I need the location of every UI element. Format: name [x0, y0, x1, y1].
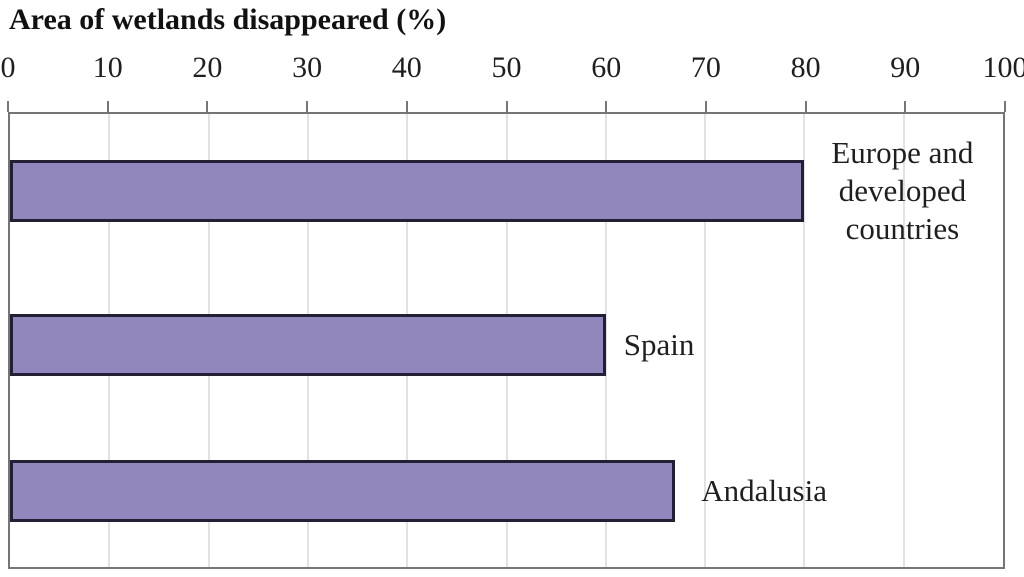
bar-label: Europe and developed countries: [816, 134, 988, 248]
gridline: [704, 114, 707, 567]
x-tick-label: 20: [192, 51, 223, 84]
x-tick-label: 30: [292, 51, 323, 84]
x-tick-mark: [306, 101, 309, 112]
bar-europe-and-developed-countries: [10, 160, 805, 222]
x-tick-mark: [704, 101, 707, 112]
x-tick-label: 90: [890, 51, 921, 84]
gridline: [803, 114, 806, 567]
bar-spain: [10, 314, 606, 376]
x-tick-mark: [1004, 101, 1006, 112]
bar-label-line: Spain: [623, 327, 695, 362]
x-tick-mark: [206, 101, 209, 112]
x-tick-label: 80: [790, 51, 821, 84]
x-tick-label: 10: [92, 51, 123, 84]
chart-title: Area of wetlands disappeared (%): [9, 3, 447, 36]
x-tick-label: 0: [0, 51, 16, 84]
x-tick-label: 100: [982, 51, 1024, 84]
x-tick-mark: [405, 101, 408, 112]
x-tick-label: 50: [491, 51, 522, 84]
x-tick-mark: [804, 101, 807, 112]
bar-label: Andalusia: [701, 472, 827, 510]
bar-label-line: Andalusia: [701, 473, 827, 508]
x-tick-mark: [106, 101, 109, 112]
x-tick-mark: [605, 101, 608, 112]
x-tick-label: 60: [591, 51, 622, 84]
x-tick-mark: [7, 101, 9, 112]
x-tick-label: 70: [690, 51, 721, 84]
bar-label-line: countries: [845, 211, 960, 246]
bar-label: Spain: [624, 326, 695, 364]
gridline: [604, 114, 607, 567]
x-tick-mark: [505, 101, 508, 112]
x-tick-label: 40: [391, 51, 422, 84]
plot-area: [8, 112, 1005, 569]
x-tick-mark: [904, 101, 907, 112]
gridline: [902, 114, 905, 567]
bar-label-line: Europe and: [831, 135, 974, 170]
bar-andalusia: [10, 460, 676, 522]
bar-label-line: developed: [838, 173, 967, 208]
